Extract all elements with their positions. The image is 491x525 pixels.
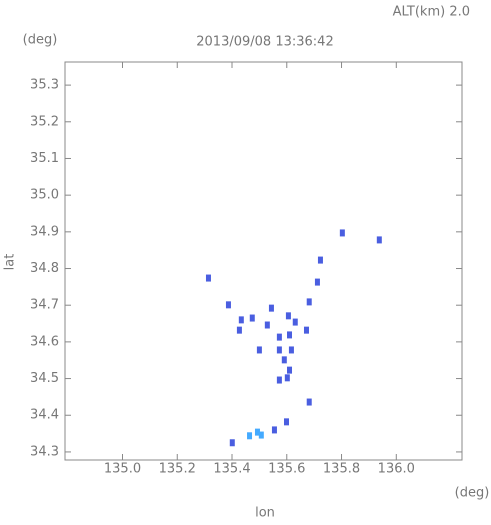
- y-tick-label: 35.3: [30, 78, 59, 93]
- echo-cell: [285, 312, 291, 320]
- echo-cell: [249, 314, 255, 322]
- x-tick-label: 135.8: [323, 462, 360, 477]
- y-tick-label: 34.5: [30, 371, 59, 386]
- echo-cell: [287, 366, 293, 374]
- echo-cell: [258, 431, 264, 439]
- y-tick-label: 35.0: [30, 188, 59, 203]
- y-tick-label: 35.2: [30, 114, 59, 129]
- chart-title: 2013/09/08 13:36:42: [196, 35, 333, 50]
- echo-cell: [264, 321, 270, 329]
- echo-cell: [317, 256, 323, 264]
- echo-cell: [276, 376, 282, 384]
- altitude-label: ALT(km) 2.0: [393, 5, 470, 20]
- x-axis-label: lon: [255, 506, 275, 521]
- x-tick-label: 135.6: [268, 462, 305, 477]
- y-tick-label: 34.9: [30, 224, 59, 239]
- echo-cell: [229, 439, 235, 447]
- echo-cell: [292, 318, 298, 326]
- y-tick-label: 34.4: [30, 408, 59, 423]
- echo-cell: [238, 316, 244, 324]
- echo-cell: [306, 298, 312, 306]
- echo-cell: [276, 333, 282, 341]
- y-tick-label: 35.1: [30, 151, 59, 166]
- echo-cell: [256, 346, 262, 354]
- echo-cell: [281, 356, 287, 364]
- echo-cell: [284, 374, 290, 382]
- echo-cell: [254, 428, 260, 436]
- y-tick-label: 34.8: [30, 261, 59, 276]
- x-unit: (deg): [455, 486, 490, 501]
- echo-cell: [276, 346, 282, 354]
- echo-cell: [288, 346, 294, 354]
- x-tick-label: 135.4: [213, 462, 250, 477]
- echo-cell: [287, 331, 293, 339]
- echo-cell: [205, 274, 211, 282]
- x-tick-label: 135.2: [159, 462, 196, 477]
- echo-cell: [236, 326, 242, 334]
- echo-cell: [376, 236, 382, 244]
- echo-cell: [306, 398, 312, 406]
- echo-cell: [283, 418, 289, 426]
- y-tick-label: 34.7: [30, 298, 59, 313]
- echo-cell: [314, 278, 320, 286]
- echo-cell: [247, 432, 253, 440]
- echo-cell: [339, 229, 345, 237]
- plot-frame: [64, 61, 463, 461]
- y-tick-label: 34.3: [30, 444, 59, 459]
- y-axis-label: lat: [3, 254, 18, 271]
- x-tick-label: 135.0: [104, 462, 141, 477]
- y-tick-label: 34.6: [30, 334, 59, 349]
- echo-cell: [268, 304, 274, 312]
- y-unit: (deg): [23, 33, 58, 48]
- echo-cell: [271, 426, 277, 434]
- echo-cell: [225, 301, 231, 309]
- echo-cell: [303, 326, 309, 334]
- x-tick-label: 136.0: [378, 462, 415, 477]
